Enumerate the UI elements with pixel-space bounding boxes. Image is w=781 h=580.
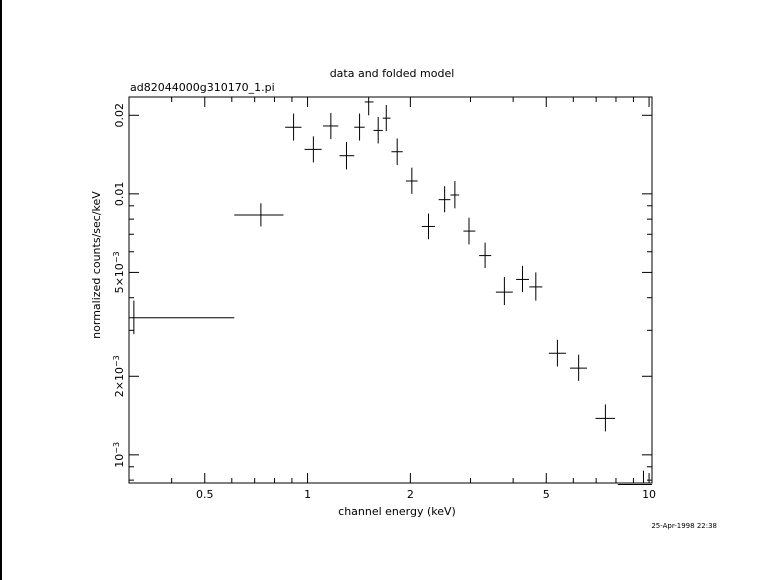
data-point [382,104,391,132]
plot-frame [128,96,653,484]
data-point [373,116,383,144]
x-tick-label: 1 [304,488,311,501]
x-tick-label: 2 [407,488,414,501]
y-tick-label: 10−3 [112,442,126,468]
data-point [570,354,587,381]
x-tick-label: 5 [543,488,550,501]
window-left-border [0,0,2,580]
data-point [595,404,616,432]
data-point [548,339,566,367]
data-point [129,300,235,335]
data-point [285,113,302,141]
data-point [304,136,322,163]
axes-layer: 0.5 1 2 5 10 10−3 2×10−3 5×10−3 0.01 0.02 [112,97,656,501]
data-point [438,186,451,213]
y-tick-label: 0.01 [113,182,126,207]
data-point [529,272,543,301]
data-point [405,167,418,194]
data-point [421,213,435,240]
data-point [617,470,652,485]
y-axis-label: normalized counts/sec/keV [90,191,103,339]
chart-subtitle: ad82044000g310170_1.pi [130,81,275,94]
y-tick-label: 0.02 [113,103,126,128]
x-tick-label: 0.5 [196,488,214,501]
data-point [364,97,374,116]
data-point [479,242,492,268]
data-points [129,97,652,485]
data-point [339,141,355,170]
data-point [463,217,476,245]
chart-title: data and folded model [330,67,455,80]
x-axis-label: channel energy (keV) [338,505,456,518]
data-point [495,277,513,306]
data-point [391,138,403,165]
y-tick-label: 2×10−3 [112,355,126,397]
data-point [450,181,460,209]
data-point [323,113,339,140]
data-point [354,113,365,141]
data-point [516,265,529,293]
data-point [234,203,284,227]
y-tick-label: 5×10−3 [112,251,126,293]
timestamp-label: 25-Apr-1998 22:38 [651,522,717,530]
x-tick-label: 10 [642,488,656,501]
